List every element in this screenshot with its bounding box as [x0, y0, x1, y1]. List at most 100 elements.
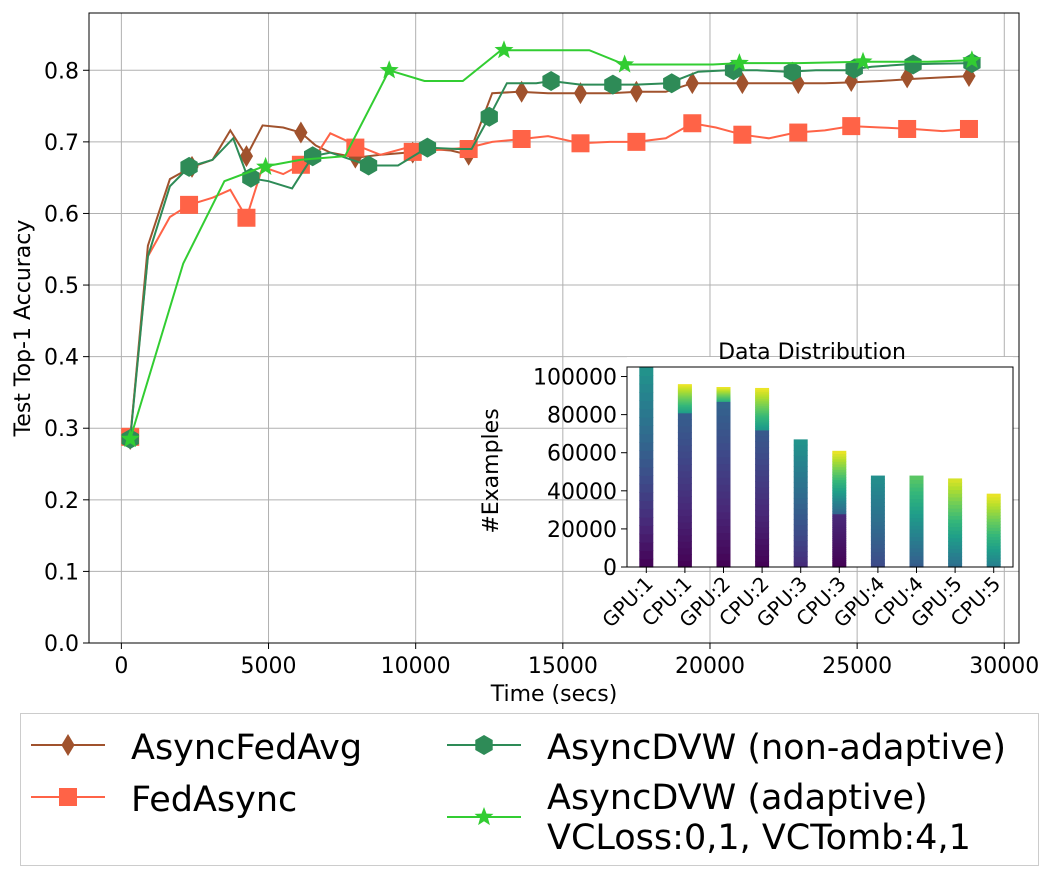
bar-segment: [986, 512, 1001, 516]
legend-label-asyncfedavg: AsyncFedAvg: [131, 728, 363, 768]
bar-segment: [677, 412, 692, 420]
bar-segment: [832, 533, 847, 537]
bar-segment: [948, 515, 963, 520]
bar-segment: [716, 539, 731, 547]
bar-segment: [948, 519, 963, 524]
bar-segment: [639, 367, 654, 376]
bar-segment: [793, 551, 808, 557]
bar-segment: [948, 489, 963, 494]
bar-segment: [986, 530, 1001, 534]
inset-y-tick-label: 80000: [547, 404, 617, 429]
data-point: [844, 70, 858, 93]
bar-segment: [832, 555, 847, 559]
bar-segment: [677, 393, 692, 396]
bar-segment: [793, 476, 808, 483]
bar-segment: [755, 452, 770, 460]
data-point: [304, 146, 322, 167]
bar-segment: [870, 521, 885, 526]
data-point: [571, 134, 590, 153]
data-point: [359, 155, 378, 176]
bar-segment: [716, 408, 731, 416]
bar-segment: [870, 498, 885, 503]
data-point: [845, 58, 863, 79]
bar-segment: [755, 521, 770, 528]
bar-segment: [677, 432, 692, 440]
bar-segment: [716, 504, 731, 513]
bar-segment: [948, 493, 963, 498]
bar-segment: [677, 392, 692, 395]
bar-segment: [909, 475, 924, 480]
bar-segment: [909, 506, 924, 511]
bar-segment: [639, 450, 654, 460]
data-point: [403, 142, 422, 161]
bar-cpu-3: [832, 450, 847, 568]
bar-segment: [832, 560, 847, 564]
legend-label-asyncdvw-nonadaptive: AsyncDVW (non-adaptive): [547, 728, 1007, 768]
inset-y-tick-label: 0: [603, 556, 617, 581]
series-asyncdvw-adaptive: [120, 40, 982, 448]
bar-segment: [755, 504, 770, 511]
bar-segment: [793, 556, 808, 563]
bar-segment: [677, 409, 692, 411]
data-point: [542, 71, 560, 91]
y-tick-label: 0.4: [44, 346, 79, 371]
legend-label-asyncdvw-adaptive: AsyncDVW (adaptive) VCLoss:0,1, VCTomb:4…: [547, 778, 971, 858]
bar-segment: [832, 551, 847, 555]
legend-swatch-marker: [59, 788, 77, 806]
data-point: [239, 145, 254, 168]
bar-segment: [832, 469, 847, 473]
bar-segment: [677, 464, 692, 472]
bar-segment: [716, 449, 731, 458]
bar-cpu-5: [986, 493, 1001, 568]
bar-segment: [677, 390, 692, 392]
bar-segment: [677, 515, 692, 523]
bar-gpu-2: [716, 387, 731, 568]
bar-segment: [639, 458, 654, 468]
bar-segment: [755, 419, 770, 422]
bar-segment: [755, 393, 770, 396]
bar-segment: [986, 521, 1001, 525]
bar-segment: [986, 502, 1001, 507]
bar-segment: [716, 470, 731, 478]
bar-segment: [639, 375, 654, 385]
bar-segment: [755, 417, 770, 420]
data-point: [783, 61, 801, 82]
bar-segment: [755, 475, 770, 482]
bar-segment: [716, 525, 731, 534]
bar-segment: [832, 522, 847, 526]
bar-segment: [755, 487, 770, 494]
bar-segment: [639, 517, 654, 526]
bar-segment: [755, 515, 770, 522]
bar-segment: [677, 404, 692, 407]
legend-item-fedasync: FedAsync: [31, 780, 297, 820]
bar-segment: [793, 497, 808, 504]
bar-segment: [677, 384, 692, 386]
bar-segment: [639, 475, 654, 485]
bar-segment: [755, 415, 770, 419]
data-point: [685, 72, 699, 95]
bar-cpu-2: [755, 387, 770, 568]
bar-segment: [909, 540, 924, 545]
bar-segment: [832, 538, 847, 541]
bar-segment: [755, 405, 770, 408]
y-tick-label: 0.8: [44, 59, 79, 84]
bar-segment: [793, 535, 808, 542]
legend-item-asyncdvw-adaptive: AsyncDVW (adaptive) VCLoss:0,1, VCTomb:4…: [447, 778, 971, 858]
bar-segment: [832, 515, 847, 519]
bar-segment: [716, 456, 731, 465]
y-tick-label: 0.5: [44, 274, 79, 299]
bar-segment: [755, 403, 770, 407]
bar-segment: [986, 548, 1001, 553]
bar-segment: [986, 563, 1001, 568]
bar-segment: [755, 412, 770, 415]
bar-segment: [793, 487, 808, 494]
bar-segment: [832, 463, 847, 468]
bar-segment: [986, 554, 1001, 559]
bar-segment: [755, 414, 770, 417]
chart-area: 0 5000 10000 15000 20000 25000 30000 0.0 0.1 0.2 0…: [11, 12, 1039, 707]
bar-segment: [870, 494, 885, 500]
bar-segment: [832, 553, 847, 557]
bar-segment: [716, 532, 731, 540]
bar-segment: [832, 531, 847, 535]
bar-segment: [677, 403, 692, 405]
